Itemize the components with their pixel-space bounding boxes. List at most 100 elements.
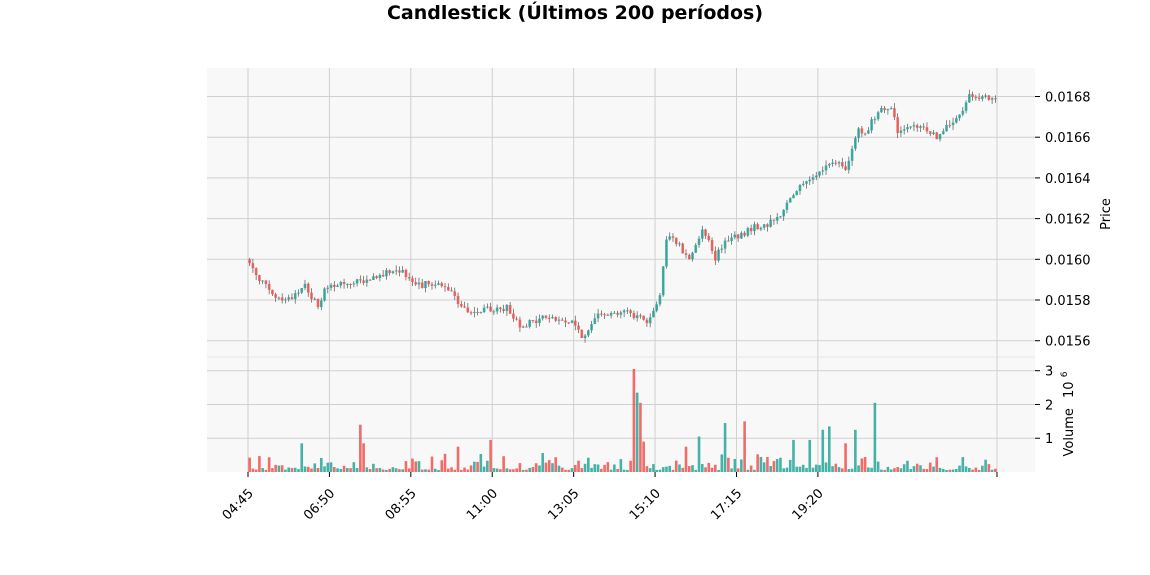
volume-bar-up xyxy=(372,463,375,472)
volume-bar-up xyxy=(352,462,356,472)
volume-bar-up xyxy=(394,468,398,472)
volume-bar-down xyxy=(404,461,408,472)
time-tick-label: 04:45 xyxy=(220,486,257,523)
volume-bar-up xyxy=(831,466,834,472)
candle-up xyxy=(590,324,593,331)
volume-bar-up xyxy=(909,469,913,472)
candle-up xyxy=(788,198,792,203)
candle-down xyxy=(600,313,603,315)
time-tick-label: 11:00 xyxy=(464,486,501,523)
volume-bar-up xyxy=(329,462,333,472)
volume-bar-up xyxy=(788,459,792,472)
volume-bar-down xyxy=(573,464,577,472)
candle-down xyxy=(928,131,932,135)
volume-bar-down xyxy=(606,462,610,472)
candle-up xyxy=(329,284,333,288)
price-tick-label: 0.0160 xyxy=(1045,253,1091,268)
candle-down xyxy=(420,282,424,289)
volume-bar-down xyxy=(639,402,642,472)
volume-bar-up xyxy=(740,459,743,472)
volume-bar-up xyxy=(619,459,623,472)
volume-bar-up xyxy=(661,467,665,472)
candle-up xyxy=(593,318,597,325)
volume-bar-up xyxy=(437,469,440,472)
candle-up xyxy=(583,335,587,338)
candle-up xyxy=(437,283,440,285)
candle-up xyxy=(837,162,841,164)
candle-up xyxy=(394,270,398,272)
volume-bar-down xyxy=(977,469,981,472)
candle-up xyxy=(795,191,799,196)
candle-down xyxy=(430,284,434,286)
candle-up xyxy=(876,112,880,120)
candle-up xyxy=(847,160,851,170)
volume-bar-down xyxy=(332,467,336,472)
candle-up xyxy=(378,275,382,279)
candle-up xyxy=(691,252,694,260)
volume-bar-up xyxy=(652,464,655,472)
volume-bar-up xyxy=(889,469,893,472)
volume-bar-up xyxy=(876,461,880,472)
volume-axis-label-text: Volume xyxy=(1062,408,1077,456)
volume-bar-down xyxy=(580,468,584,472)
volume-multiplier-exponent: 6 xyxy=(1060,371,1070,377)
candle-up xyxy=(551,317,554,319)
candle-down xyxy=(362,280,365,283)
volume-bar-down xyxy=(407,468,411,472)
candle-down xyxy=(398,270,401,273)
candle-down xyxy=(456,295,460,305)
volume-bar-up xyxy=(665,466,668,472)
candle-down xyxy=(450,290,453,292)
volume-bar-down xyxy=(766,457,769,472)
volume-bar-up xyxy=(964,466,968,472)
volume-bar-down xyxy=(280,465,284,472)
candle-up xyxy=(300,287,304,293)
candle-up xyxy=(284,299,287,301)
volume-bar-down xyxy=(411,458,414,472)
volume-bar-up xyxy=(596,464,600,472)
candle-down xyxy=(411,278,414,283)
volume-bar-down xyxy=(674,460,678,472)
volume-bar-up xyxy=(284,469,287,472)
volume-bar-up xyxy=(541,453,545,472)
candle-up xyxy=(609,313,613,316)
candle-down xyxy=(922,126,926,128)
volume-bar-up xyxy=(782,468,786,472)
volume-bar-up xyxy=(391,467,395,472)
volume-bar-down xyxy=(290,468,294,472)
candle-down xyxy=(310,292,313,300)
candle-up xyxy=(505,304,509,311)
volume-bar-up xyxy=(319,457,323,472)
candle-down xyxy=(388,270,391,274)
volume-bar-up xyxy=(821,429,825,472)
volume-bar-up xyxy=(753,469,756,472)
candle-up xyxy=(814,175,818,178)
candle-up xyxy=(541,315,545,319)
candle-up xyxy=(792,195,795,199)
volume-bar-up xyxy=(678,464,681,472)
volume-bar-up xyxy=(958,465,961,472)
time-tick-label: 15:10 xyxy=(627,486,664,523)
candle-down xyxy=(645,319,649,324)
volume-bar-up xyxy=(769,466,772,472)
candle-up xyxy=(277,297,281,299)
candle-up xyxy=(355,279,359,284)
volume-bar-up xyxy=(613,464,616,472)
volume-bar-down xyxy=(251,468,255,472)
candle-down xyxy=(258,275,261,281)
candle-down xyxy=(459,304,463,307)
candle-down xyxy=(534,320,538,324)
candle-up xyxy=(339,281,343,286)
volume-bar-down xyxy=(841,468,844,472)
volume-bar-up xyxy=(805,467,808,472)
candle-up xyxy=(906,127,909,130)
volume-bar-down xyxy=(453,469,457,472)
volume-bar-up xyxy=(880,469,883,472)
candle-up xyxy=(909,126,913,128)
volume-bar-up xyxy=(655,469,658,472)
candle-down xyxy=(616,312,619,315)
volume-bar-down xyxy=(443,453,447,472)
candle-up xyxy=(319,300,323,308)
price-axis-label: Price xyxy=(1099,198,1114,230)
